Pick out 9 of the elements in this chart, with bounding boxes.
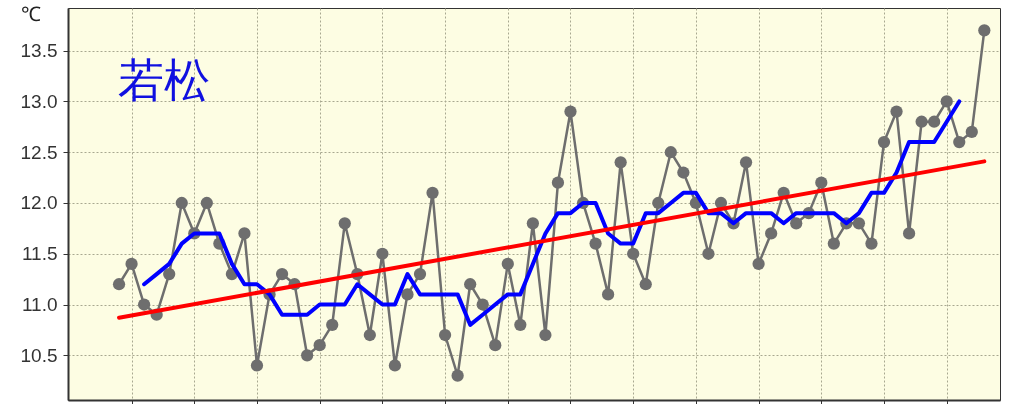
y-tick-label: 12.0 [20, 192, 58, 214]
y-tick-label: 13.0 [20, 90, 58, 112]
y-tick-label: 13.5 [20, 40, 58, 62]
y-tick-label: 11.0 [21, 294, 58, 316]
y-axis-title: ℃ [20, 2, 41, 25]
y-tick-label: 12.5 [20, 141, 58, 163]
y-tick-label: 10.5 [20, 344, 58, 366]
annotation: 若松 [118, 53, 210, 107]
y-tick-label: 11.5 [21, 243, 58, 265]
